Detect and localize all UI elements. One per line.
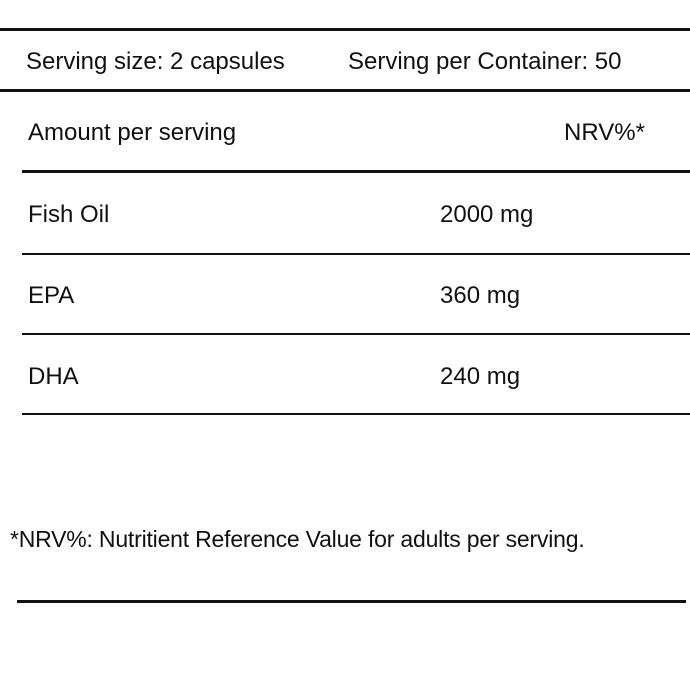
- servings-per-container-text: Serving per Container: 50: [348, 48, 622, 75]
- nutrient-amount: 240 mg: [440, 363, 521, 390]
- row-divider: [22, 413, 690, 415]
- nrv-header: NRV%*: [564, 119, 645, 146]
- nutrient-amount: 360 mg: [440, 282, 521, 309]
- serving-size-text: Serving size: 2 capsules: [26, 48, 285, 75]
- header-rule: [22, 170, 690, 173]
- amount-per-serving-header: Amount per serving: [28, 119, 237, 146]
- nutrient-name: EPA: [28, 282, 75, 309]
- bottom-rule: [17, 600, 686, 603]
- nutrient-amount: 2000 mg: [440, 201, 534, 228]
- nutrient-name: Fish Oil: [28, 201, 110, 228]
- nrv-footnote: *NRV%: Nutritient Reference Value for ad…: [10, 526, 585, 552]
- serving-rule: [0, 89, 690, 92]
- top-rule: [0, 28, 690, 31]
- row-divider: [22, 253, 690, 255]
- nutrient-name: DHA: [28, 363, 79, 390]
- row-divider: [22, 333, 690, 335]
